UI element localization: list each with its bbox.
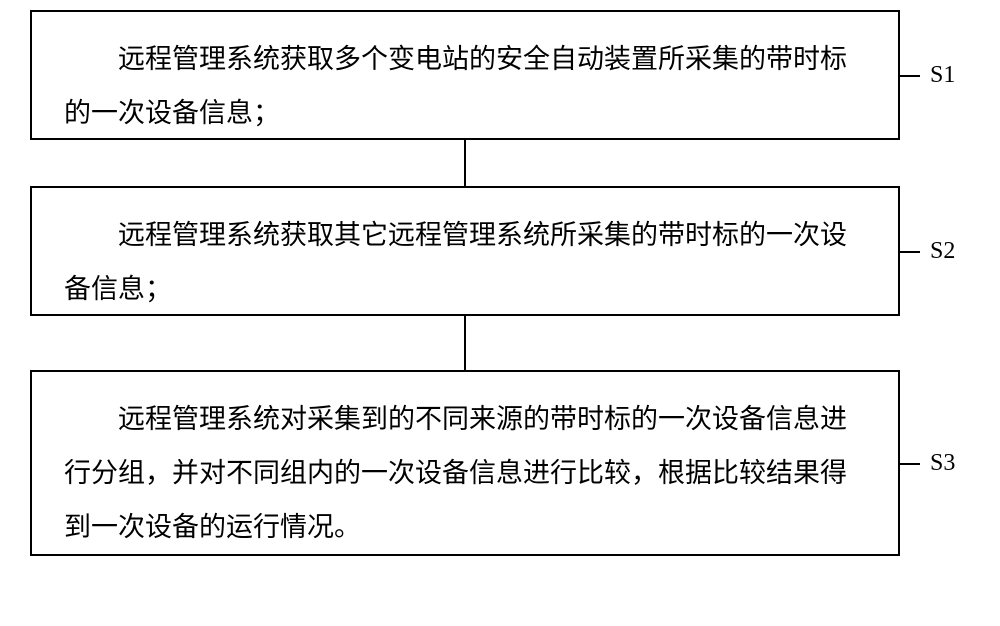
label-tick-s1 — [900, 75, 920, 77]
step-box-s2: 远程管理系统获取其它远程管理系统所采集的带时标的一次设备信息； — [30, 186, 900, 316]
flowchart-container: 远程管理系统获取多个变电站的安全自动装置所采集的带时标的一次设备信息； S1 远… — [0, 0, 1000, 626]
label-tick-s2 — [900, 251, 920, 253]
label-text: S2 — [930, 238, 955, 264]
step-text: 远程管理系统获取其它远程管理系统所采集的带时标的一次设备信息； — [64, 220, 847, 304]
step-box-s3: 远程管理系统对采集到的不同来源的带时标的一次设备信息进行分组，并对不同组内的一次… — [30, 370, 900, 556]
step-text: 远程管理系统获取多个变电站的安全自动装置所采集的带时标的一次设备信息； — [64, 44, 847, 128]
step-label-s2: S2 — [930, 238, 955, 265]
step-box-s1: 远程管理系统获取多个变电站的安全自动装置所采集的带时标的一次设备信息； — [30, 10, 900, 140]
connector-s2-s3 — [464, 316, 466, 370]
connector-s1-s2 — [464, 140, 466, 186]
label-text: S1 — [930, 62, 955, 88]
step-label-s1: S1 — [930, 62, 955, 89]
label-text: S3 — [930, 450, 955, 476]
label-tick-s3 — [900, 463, 920, 465]
step-label-s3: S3 — [930, 450, 955, 477]
step-text: 远程管理系统对采集到的不同来源的带时标的一次设备信息进行分组，并对不同组内的一次… — [64, 404, 847, 542]
